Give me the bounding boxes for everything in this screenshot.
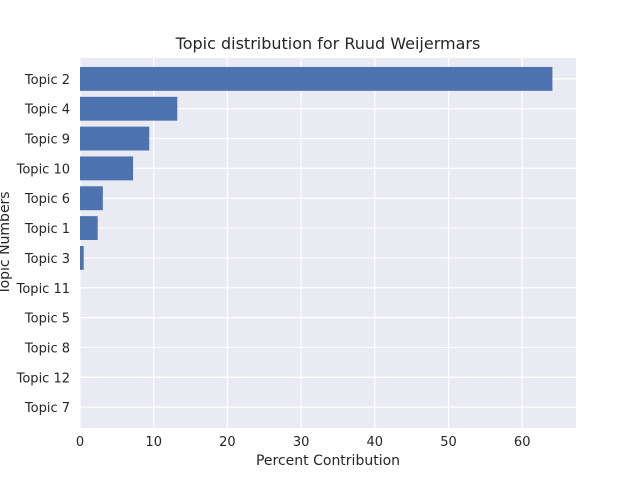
x-axis-label: Percent Contribution: [256, 453, 400, 469]
y-tick-label: Topic 7: [24, 401, 70, 416]
x-tick-labels: 0 10 20 30 40 50 60: [76, 435, 531, 450]
y-tick-label: Topic 10: [16, 162, 70, 177]
x-tick-label: 10: [145, 435, 162, 450]
bar-topic-2: [80, 66, 553, 91]
bar-topic-6: [80, 186, 103, 211]
chart-title: Topic distribution for Ruud Weijermars: [175, 34, 481, 53]
y-tick-label: Topic 8: [24, 341, 70, 356]
y-tick-label: Topic 12: [16, 371, 70, 386]
y-tick-labels: Topic 2 Topic 4 Topic 9 Topic 10 Topic 6 Topi…: [16, 73, 70, 416]
bar-topic-1: [80, 216, 98, 241]
y-tick-label: Topic 4: [24, 103, 70, 118]
x-tick-label: 50: [440, 435, 457, 450]
y-axis-label: Topic Numbers: [0, 191, 13, 295]
x-tick-label: 60: [514, 435, 531, 450]
x-tick-label: 30: [293, 435, 310, 450]
bar-topic-10: [80, 156, 134, 181]
y-tick-label: Topic 3: [24, 252, 70, 267]
bar-topic-9: [80, 126, 150, 151]
bar-topic-3: [80, 245, 84, 270]
y-tick-label: Topic 11: [16, 282, 70, 297]
y-tick-label: Topic 2: [24, 73, 70, 88]
y-tick-label: Topic 6: [24, 192, 70, 207]
y-tick-label: Topic 5: [24, 312, 70, 327]
y-tick-label: Topic 1: [24, 222, 70, 237]
bar-topic-4: [80, 96, 178, 121]
bars: [80, 66, 553, 270]
x-tick-label: 40: [367, 435, 384, 450]
x-tick-label: 0: [76, 435, 84, 450]
x-tick-label: 20: [219, 435, 236, 450]
y-tick-label: Topic 9: [24, 133, 70, 148]
